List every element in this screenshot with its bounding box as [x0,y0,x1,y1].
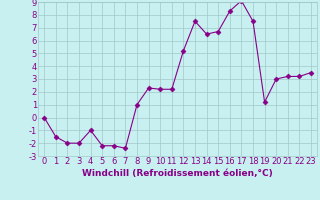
X-axis label: Windchill (Refroidissement éolien,°C): Windchill (Refroidissement éolien,°C) [82,169,273,178]
